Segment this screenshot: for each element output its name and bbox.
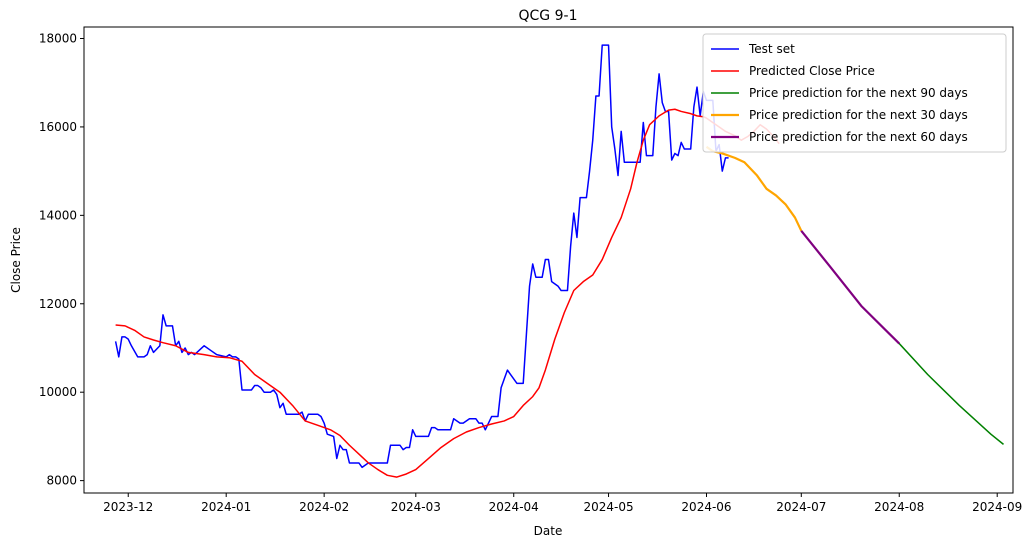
- series-layer: [114, 44, 1004, 478]
- x-axis-label: Date: [534, 524, 563, 538]
- series-line-5: [800, 230, 901, 345]
- y-tick-label: 10000: [39, 385, 77, 399]
- x-tick-label: 2024-06: [681, 500, 731, 514]
- legend: Test set Predicted Close Price Price predi…: [702, 33, 1007, 153]
- legend-label-2: Predicted Close Price: [749, 64, 875, 78]
- y-tick-label: 18000: [39, 31, 77, 45]
- plot-area-frame: [83, 26, 1014, 494]
- y-tick-label: 14000: [39, 208, 77, 222]
- y-tick-label: 12000: [39, 297, 77, 311]
- y-axis-label: Close Price: [9, 227, 23, 293]
- x-tick-label: 2024-02: [299, 500, 349, 514]
- chart-title: QCG 9-1: [519, 8, 578, 24]
- y-axis: 8000 10000 12000 14000 16000 18000: [39, 31, 84, 488]
- x-axis: 2023-12 2024-01 2024-02 2024-03 2024-04 2024-…: [103, 493, 1022, 514]
- legend-label-5: Price prediction for the next 60 days: [749, 130, 968, 144]
- x-tick-label: 2024-08: [874, 500, 924, 514]
- x-tick-label: 2024-04: [489, 500, 539, 514]
- legend-label-1: Test set: [748, 42, 795, 56]
- series-line-2: [115, 108, 780, 478]
- legend-label-3: Price prediction for the next 90 days: [749, 86, 968, 100]
- legend-label-4: Price prediction for the next 30 days: [749, 108, 968, 122]
- series-line-3: [800, 230, 1004, 445]
- x-tick-label: 2024-03: [391, 500, 441, 514]
- series-line-1: [114, 44, 729, 469]
- y-tick-label: 8000: [46, 474, 77, 488]
- x-tick-label: 2024-05: [583, 500, 633, 514]
- series-line-4: [705, 145, 803, 232]
- x-tick-label: 2024-09: [972, 500, 1022, 514]
- legend-box: [702, 33, 1007, 153]
- x-tick-label: 2024-07: [776, 500, 826, 514]
- x-tick-label: 2023-12: [103, 500, 153, 514]
- x-tick-label: 2024-01: [201, 500, 251, 514]
- y-tick-label: 16000: [39, 120, 77, 134]
